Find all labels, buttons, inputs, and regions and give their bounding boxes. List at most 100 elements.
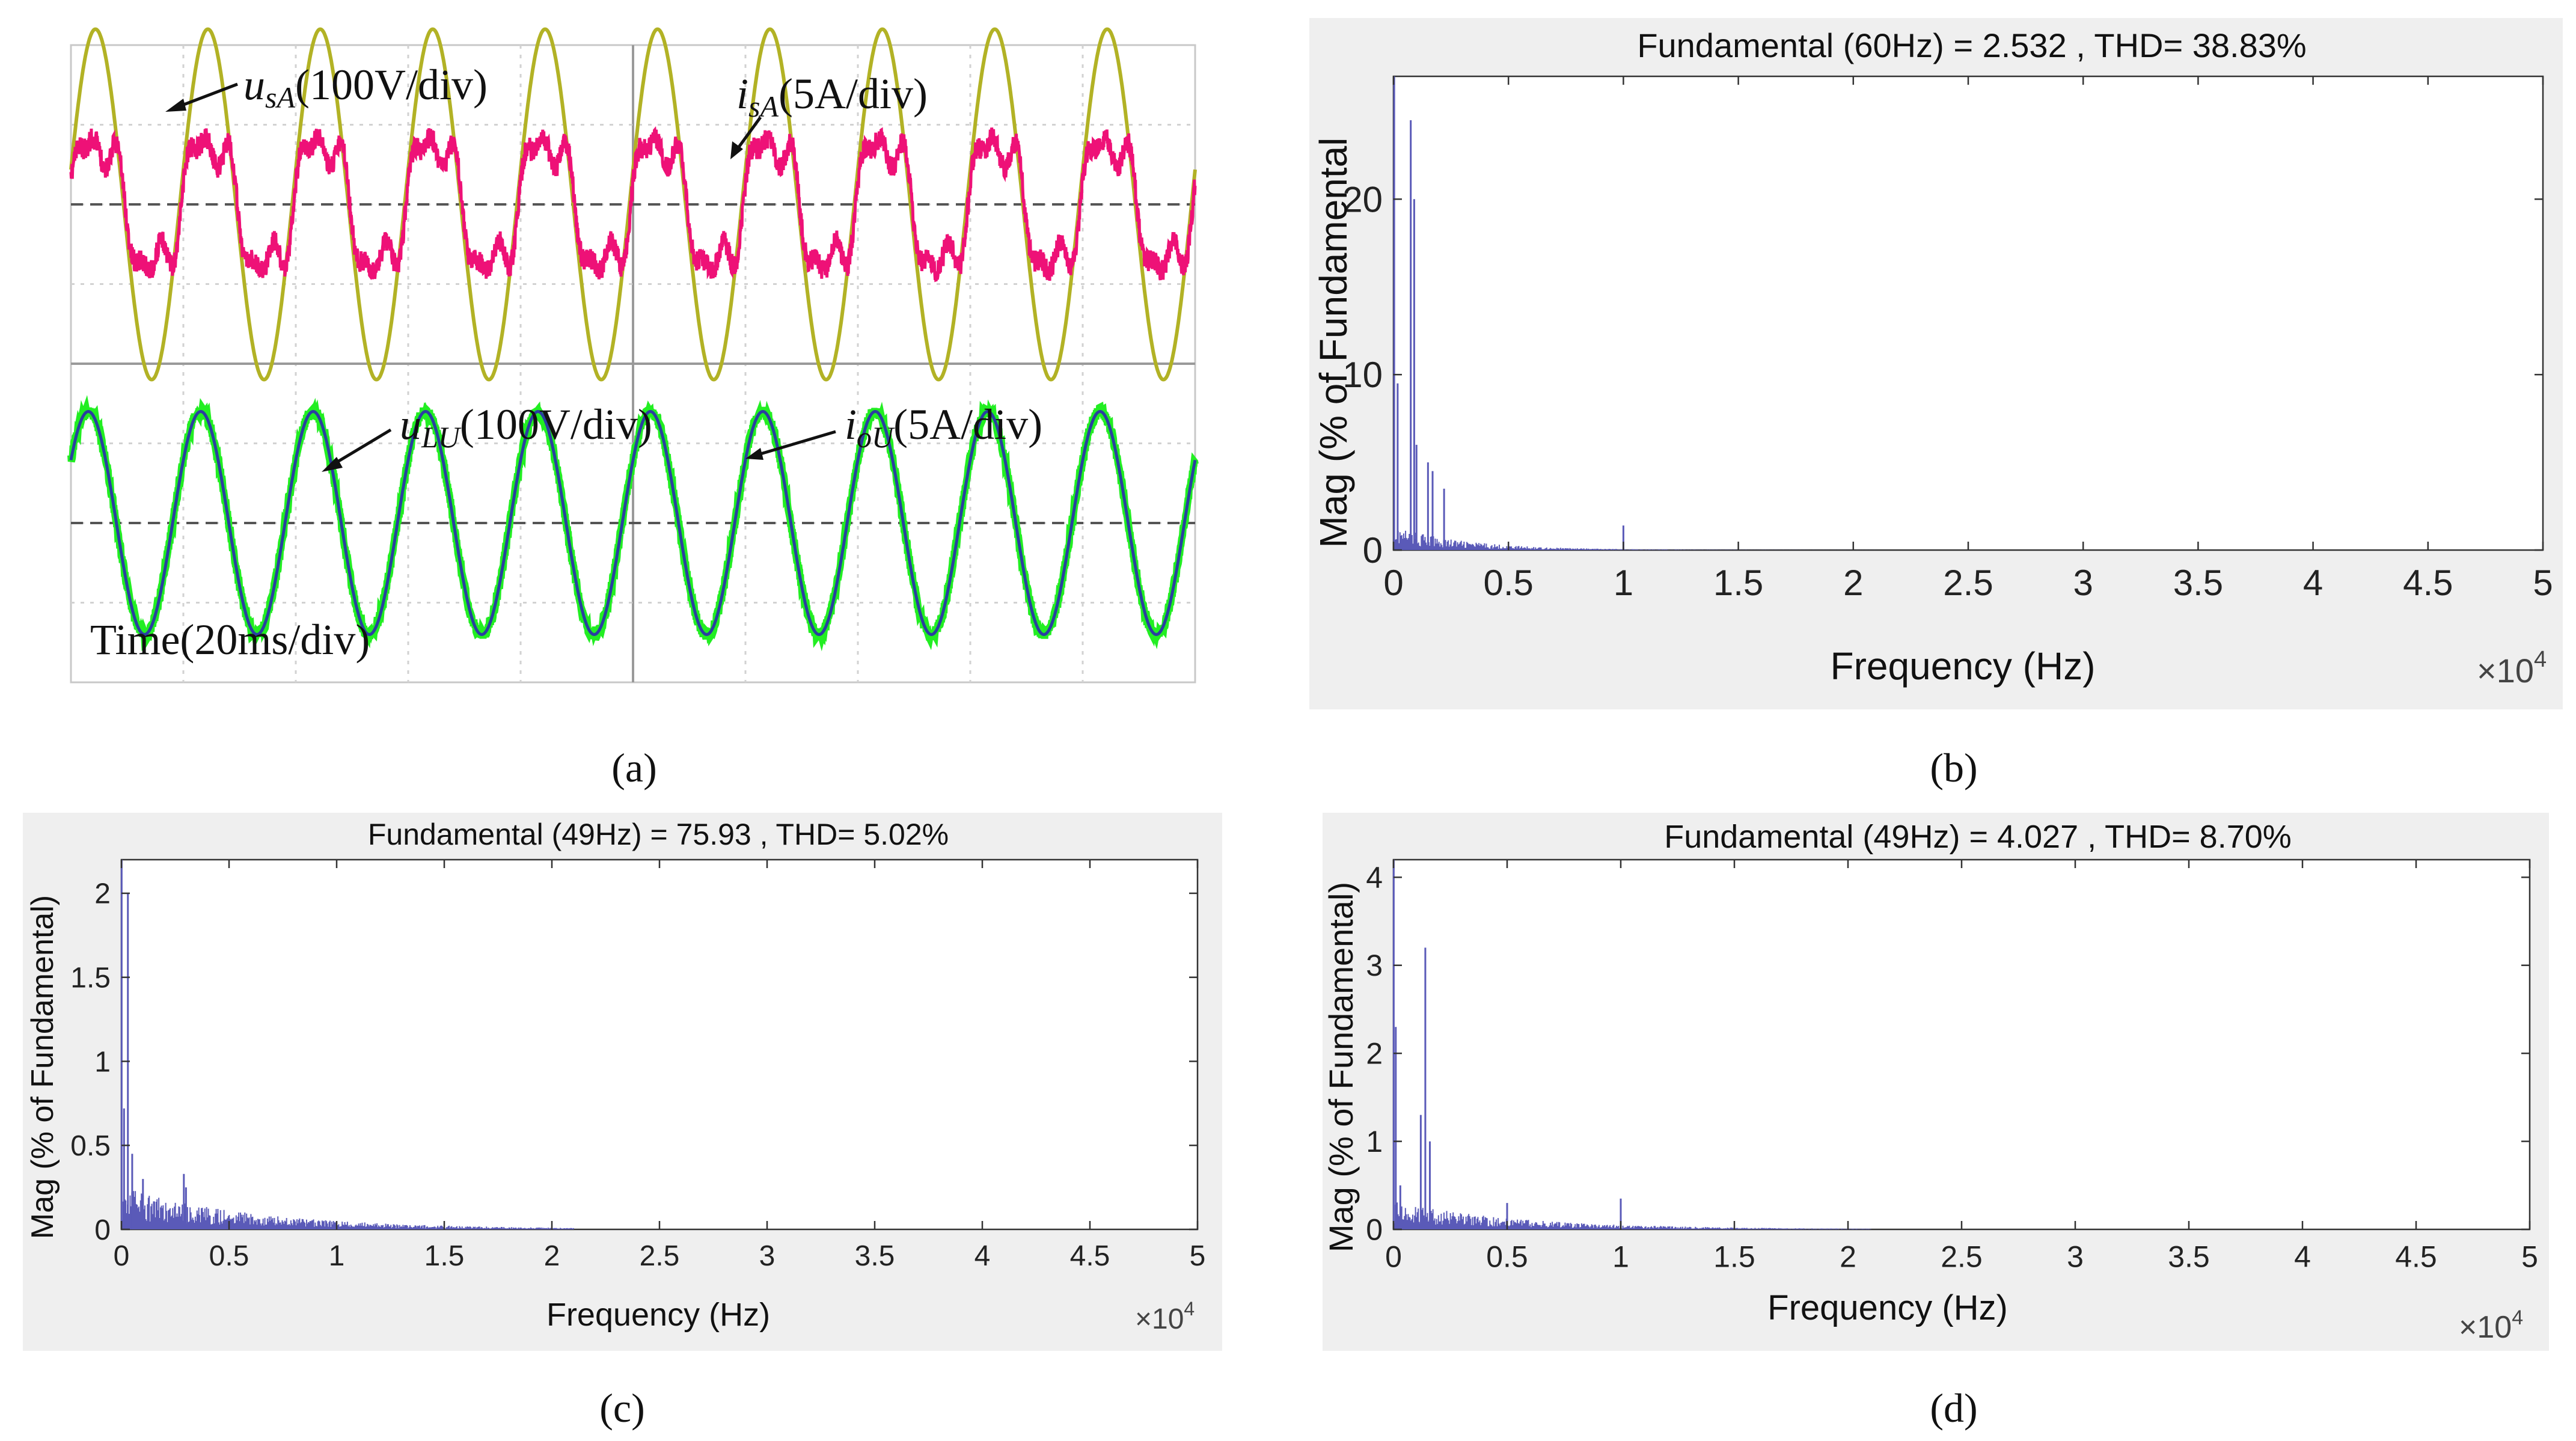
panel-d-xlabel: Frequency (Hz) xyxy=(1767,1288,2008,1327)
y-tick-label: 0.5 xyxy=(70,1130,111,1162)
panel-b-spectrum: Fundamental (60Hz) = 2.532 , THD= 38.83%… xyxy=(1309,18,2563,791)
x-tick-label: 4.5 xyxy=(2403,563,2453,603)
panel-c-ylabel: Mag (% of Fundamental) xyxy=(25,895,60,1239)
x-tick-label: 2 xyxy=(544,1240,560,1272)
panel-d-x-multiplier: ×104 xyxy=(2459,1306,2523,1345)
arrow-i-sA xyxy=(735,116,762,151)
y-tick-label: 0 xyxy=(94,1214,111,1246)
scope-grid xyxy=(71,45,1195,682)
x-tick-label: 3 xyxy=(2073,563,2093,603)
panel-b-xlabel: Frequency (Hz) xyxy=(1831,644,2096,688)
plot-d-bars xyxy=(1392,860,1871,1229)
plot-c-axes-box xyxy=(120,858,1199,1231)
panel-c-spectrum: Fundamental (49Hz) = 75.93 , THD= 5.02% … xyxy=(23,813,1222,1431)
arrow-i-sA-head xyxy=(730,141,743,159)
x-tick-label: 3.5 xyxy=(855,1240,895,1272)
label-i-sA: isA(5A/div) xyxy=(736,70,928,123)
x-tick-label: 4 xyxy=(2303,563,2323,603)
label-u-sA-subscript: sA xyxy=(265,81,295,114)
x-tick-label: 2 xyxy=(1840,1240,1856,1274)
plot-d-axes-box xyxy=(1392,858,2531,1231)
label-u-sA-scale: (100V/div) xyxy=(295,61,488,109)
x-tick-label: 5 xyxy=(1190,1240,1206,1272)
arrow-i-oU-head xyxy=(745,448,763,460)
label-u-sA-symbol: u xyxy=(243,61,265,109)
label-u-LU: uLU(100V/div) xyxy=(400,400,652,454)
x-tick-label: 2.5 xyxy=(1941,1240,1983,1274)
x-tick-label: 4 xyxy=(974,1240,991,1272)
panel-b-plot: 0 0.5 1 1.5 2 2.5 3 3.5 4 4.5 5 0 10 20 xyxy=(1342,75,2553,603)
panel-c-title: Fundamental (49Hz) = 75.93 , THD= 5.02% xyxy=(368,818,949,851)
panel-d-plot: 0 0.5 1 1.5 2 2.5 3 3.5 4 4.5 5 0 1 2 3 4 xyxy=(1366,858,2538,1274)
y-tick-label: 1 xyxy=(1366,1125,1383,1158)
panel-b-x-multiplier: ×104 xyxy=(2477,647,2547,690)
y-tick-label: 1.5 xyxy=(70,962,111,994)
trace-u-LU xyxy=(69,409,1197,637)
label-u-LU-symbol: u xyxy=(400,400,421,448)
x-tick-label: 5 xyxy=(2533,563,2553,603)
arrow-i-oU xyxy=(754,430,836,457)
label-i-sA-symbol: i xyxy=(736,70,748,118)
panel-d-ylabel: Mag (% of Fundamental) xyxy=(1322,882,1360,1252)
y-tick-label: 10 xyxy=(1342,355,1383,395)
x-tick-label: 1 xyxy=(1612,1240,1629,1274)
arrow-u-sA-head xyxy=(165,99,186,112)
label-u-LU-subscript: LU xyxy=(421,420,462,454)
x-tick-label: 0.5 xyxy=(209,1240,249,1272)
panel-c-xlabel: Frequency (Hz) xyxy=(546,1297,770,1333)
y-tick-label: 0 xyxy=(1366,1213,1383,1247)
y-tick-label: 4 xyxy=(1366,861,1383,895)
time-scale-label: Time(20ms/div) xyxy=(90,616,370,664)
label-u-sA: usA(100V/div) xyxy=(243,61,488,114)
label-i-oU-symbol: i xyxy=(845,400,857,448)
x-tick-label: 3 xyxy=(759,1240,776,1272)
x-tick-label: 1.5 xyxy=(1713,1240,1755,1274)
x-tick-label: 2.5 xyxy=(1943,563,1993,603)
x-tick-label: 2 xyxy=(1843,563,1863,603)
y-tick-label: 2 xyxy=(1366,1037,1383,1071)
x-tick-label: 0 xyxy=(1383,563,1403,603)
y-tick-label: 20 xyxy=(1342,179,1383,219)
x-tick-label: 1.5 xyxy=(1713,563,1763,603)
x-tick-label: 4 xyxy=(2294,1240,2311,1274)
panel-c-x-multiplier: ×104 xyxy=(1135,1298,1195,1335)
x-tick-label: 0 xyxy=(1385,1240,1402,1274)
arrow-u-LU xyxy=(329,428,392,468)
x-tick-label: 3.5 xyxy=(2173,563,2223,603)
panel-a-oscilloscope: usA(100V/div) isA(5A/div) uLU(100V/div) … xyxy=(67,27,1199,791)
x-tick-label: 1 xyxy=(1614,563,1633,603)
x-tick-label: 1.5 xyxy=(424,1240,465,1272)
caption-d: (d) xyxy=(1930,1385,1977,1431)
caption-c: (c) xyxy=(599,1385,644,1431)
scope-traces xyxy=(67,27,1199,652)
panel-d-spectrum: Fundamental (49Hz) = 4.027 , THD= 8.70% … xyxy=(1322,813,2549,1431)
trace-i-sA xyxy=(69,126,1197,283)
label-i-oU: ioU(5A/div) xyxy=(845,400,1042,454)
arrow-u-sA xyxy=(174,82,238,110)
label-i-oU-subscript: oU xyxy=(857,420,895,454)
panel-b-title: Fundamental (60Hz) = 2.532 , THD= 38.83% xyxy=(1637,26,2306,64)
y-tick-label: 1 xyxy=(94,1046,111,1078)
x-tick-label: 3.5 xyxy=(2168,1240,2210,1274)
y-tick-label: 2 xyxy=(94,878,111,910)
x-tick-label: 4.5 xyxy=(1070,1240,1110,1272)
label-i-oU-scale: (5A/div) xyxy=(893,400,1042,448)
x-tick-label: 2.5 xyxy=(640,1240,680,1272)
caption-b: (b) xyxy=(1930,745,1977,791)
x-tick-label: 1 xyxy=(329,1240,345,1272)
panel-b-ylabel: Mag (% of Fundamental xyxy=(1312,138,1355,548)
x-tick-label: 5 xyxy=(2521,1240,2538,1274)
x-tick-label: 4.5 xyxy=(2395,1240,2437,1274)
caption-a: (a) xyxy=(611,745,656,791)
x-tick-label: 3 xyxy=(2067,1240,2084,1274)
plot-b-bars xyxy=(1393,76,1877,550)
panel-c-plot: 0 0.5 1 1.5 2 2.5 3 3.5 4 4.5 5 0 0.5 1 1.5 2 xyxy=(70,858,1206,1272)
label-u-LU-scale: (100V/div) xyxy=(460,400,652,448)
panel-d-title: Fundamental (49Hz) = 4.027 , THD= 8.70% xyxy=(1664,819,2292,855)
label-i-sA-scale: (5A/div) xyxy=(779,70,928,118)
x-tick-label: 0 xyxy=(114,1240,130,1272)
y-tick-label: 3 xyxy=(1366,949,1383,982)
x-tick-label: 0.5 xyxy=(1486,1240,1528,1274)
label-i-sA-subscript: sA xyxy=(748,90,779,123)
